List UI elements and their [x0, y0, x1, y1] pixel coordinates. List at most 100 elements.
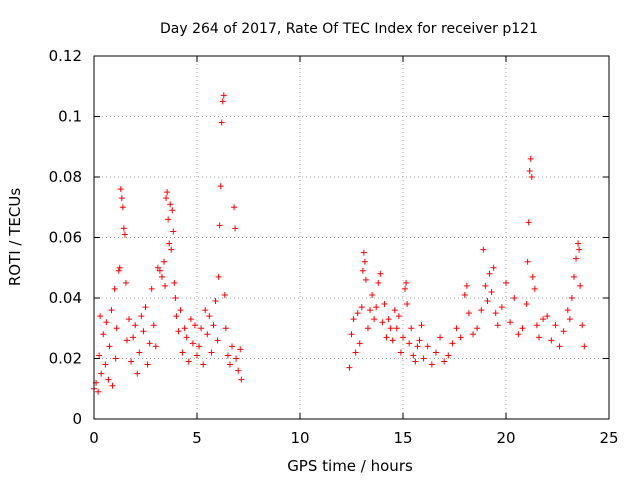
data-point [183, 334, 190, 341]
data-point [144, 361, 151, 368]
data-point [156, 267, 163, 274]
data-point [237, 346, 244, 353]
data-point [359, 267, 366, 274]
x-tick-label: 0 [89, 429, 99, 447]
data-point [352, 349, 359, 356]
data-point [100, 331, 107, 338]
data-point [109, 382, 116, 389]
data-point [166, 240, 173, 247]
axis-ticks: 0 5 10 15 20 25 0 0.02 0.04 0.06 0.08 0.1 0.12 [49, 47, 619, 447]
data-point [408, 325, 415, 332]
data-points [91, 92, 588, 395]
y-tick-label: 0.02 [49, 350, 82, 368]
data-point [210, 322, 217, 329]
data-point [116, 264, 123, 271]
data-point [226, 361, 233, 368]
data-point [168, 246, 175, 253]
data-point [354, 310, 361, 317]
data-point [173, 313, 180, 320]
data-point [525, 219, 532, 226]
data-point [214, 337, 221, 344]
data-point [142, 304, 149, 311]
data-point [428, 361, 435, 368]
data-point [221, 291, 228, 298]
data-point [470, 331, 477, 338]
y-tick-label: 0 [72, 410, 82, 428]
data-point [217, 183, 224, 190]
data-point [566, 316, 573, 323]
data-point [204, 331, 211, 338]
data-point [171, 279, 178, 286]
data-point [196, 343, 203, 350]
data-point [552, 322, 559, 329]
data-point [200, 361, 207, 368]
data-point [524, 258, 531, 265]
data-point [179, 349, 186, 356]
data-point [556, 343, 563, 350]
data-point [96, 352, 103, 359]
data-point [165, 216, 172, 223]
data-point [95, 388, 102, 395]
data-point [215, 273, 222, 280]
data-point [383, 334, 390, 341]
data-point [391, 307, 398, 314]
data-point [219, 98, 226, 105]
data-point [346, 364, 353, 371]
data-point [356, 340, 363, 347]
data-point [360, 249, 367, 256]
data-point [128, 358, 135, 365]
data-point [158, 273, 165, 280]
data-point [187, 316, 194, 323]
data-point [235, 367, 242, 374]
data-point [577, 282, 584, 289]
data-point [515, 331, 522, 338]
y-tick-label: 0.04 [49, 289, 82, 307]
data-point [231, 204, 238, 211]
data-point [369, 291, 376, 298]
data-point [103, 319, 110, 326]
data-point [486, 270, 493, 277]
data-point [191, 322, 198, 329]
data-point [361, 258, 368, 265]
data-point [544, 313, 551, 320]
data-point [148, 285, 155, 292]
data-point [416, 337, 423, 344]
data-point [112, 355, 119, 362]
data-point [208, 349, 215, 356]
data-point [185, 358, 192, 365]
data-point [581, 343, 588, 350]
data-point [375, 279, 382, 286]
data-point [381, 301, 388, 308]
data-point [229, 343, 236, 350]
data-point [216, 222, 223, 229]
x-axis-label: GPS time / hours [287, 457, 413, 475]
data-point [575, 240, 582, 247]
data-point [167, 201, 174, 208]
data-point [498, 304, 505, 311]
data-point [560, 328, 567, 335]
data-point [123, 337, 130, 344]
data-point [106, 343, 113, 350]
data-point [389, 337, 396, 344]
data-point [523, 301, 530, 308]
y-tick-label: 0.06 [49, 229, 82, 247]
y-tick-label: 0.08 [49, 168, 82, 186]
data-point [172, 295, 179, 301]
data-point [494, 322, 501, 329]
chart-title: Day 264 of 2017, Rate Of TEC Index for r… [160, 21, 538, 37]
data-point [222, 325, 229, 332]
data-point [189, 340, 196, 347]
data-point [535, 334, 542, 341]
data-point [432, 349, 439, 356]
data-point [579, 322, 586, 329]
data-point [527, 155, 534, 162]
data-point [465, 310, 472, 317]
data-point [162, 282, 169, 289]
y-tick-label: 0.1 [58, 108, 82, 126]
data-point [463, 282, 470, 289]
x-tick-label: 5 [192, 429, 202, 447]
data-point [154, 264, 161, 271]
data-point [492, 310, 499, 317]
data-point [461, 291, 468, 298]
data-point [202, 307, 209, 314]
